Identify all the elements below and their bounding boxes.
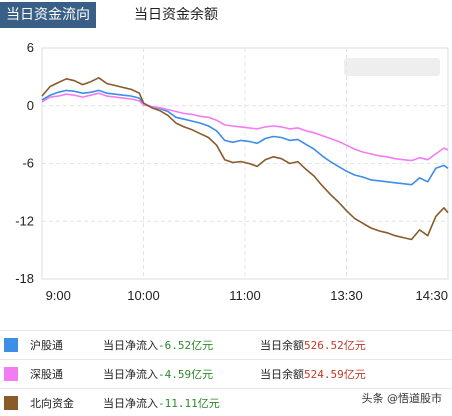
legend-flow: 当日净流入-4.59亿元 (103, 368, 214, 381)
series-line (41, 76, 449, 241)
y-tick-label: 6 (27, 40, 34, 55)
legend-name: 北向资金 (30, 397, 74, 410)
legend-balance: 当日余额526.52亿元 (260, 339, 366, 352)
divider (0, 359, 452, 360)
tab-daily-flow[interactable]: 当日资金流向 (0, 2, 96, 28)
legend-name: 沪股通 (30, 339, 63, 352)
legend-row-sz: 深股通 当日净流入-4.59亿元 当日余额524.59亿元 (0, 361, 452, 387)
legend-row-sh: 沪股通 当日净流入-6.52亿元 当日余额526.52亿元 (0, 332, 452, 358)
legend-swatch-north (4, 396, 18, 410)
watermark-blur (344, 58, 440, 76)
legend-name: 深股通 (30, 368, 63, 381)
y-axis: 6 0 -6 -12 -18 (15, 40, 34, 286)
legend-row-north: 北向资金 当日净流入-11.11亿元 (0, 390, 452, 416)
footer-watermark: 头条 @悟道股市 (361, 392, 443, 405)
x-axis: 9:00 10:00 11:00 13:30 14:30 (46, 288, 448, 303)
series-line (41, 92, 449, 162)
x-tick-label: 9:00 (46, 288, 71, 303)
divider (0, 388, 452, 389)
tab-daily-balance[interactable]: 当日资金余额 (134, 7, 218, 23)
x-tick-label: 10:00 (127, 288, 160, 303)
series-line (41, 89, 449, 186)
divider (0, 330, 452, 331)
x-tick-label: 13:30 (330, 288, 363, 303)
flow-chart: 6 0 -6 -12 -18 9:00 10:00 11:00 13:30 14:30 (15, 40, 449, 303)
legend-swatch-sh (4, 338, 18, 352)
legend-flow: 当日净流入-11.11亿元 (103, 397, 220, 410)
y-tick-label: -6 (22, 156, 34, 171)
legend-swatch-sz (4, 367, 18, 381)
x-tick-label: 11:00 (229, 288, 261, 303)
tab-bar: 当日资金流向 当日资金余额 (0, 0, 452, 32)
y-tick-label: 0 (27, 98, 34, 113)
chart-series (41, 76, 449, 241)
chart-grid (41, 47, 449, 280)
y-tick-label: -12 (15, 213, 34, 228)
legend-balance: 当日余额524.59亿元 (260, 368, 366, 381)
x-tick-label: 14:30 (415, 288, 448, 303)
y-tick-label: -18 (15, 271, 34, 286)
legend-flow: 当日净流入-6.52亿元 (103, 339, 214, 352)
